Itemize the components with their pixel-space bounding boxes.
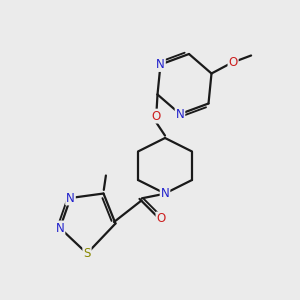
- Text: N: N: [160, 187, 169, 200]
- Text: O: O: [157, 212, 166, 226]
- Text: S: S: [83, 247, 91, 260]
- Text: N: N: [66, 191, 75, 205]
- Text: O: O: [152, 110, 160, 123]
- Text: N: N: [176, 107, 184, 121]
- Text: O: O: [229, 56, 238, 69]
- Text: N: N: [56, 221, 64, 235]
- Text: N: N: [156, 58, 165, 71]
